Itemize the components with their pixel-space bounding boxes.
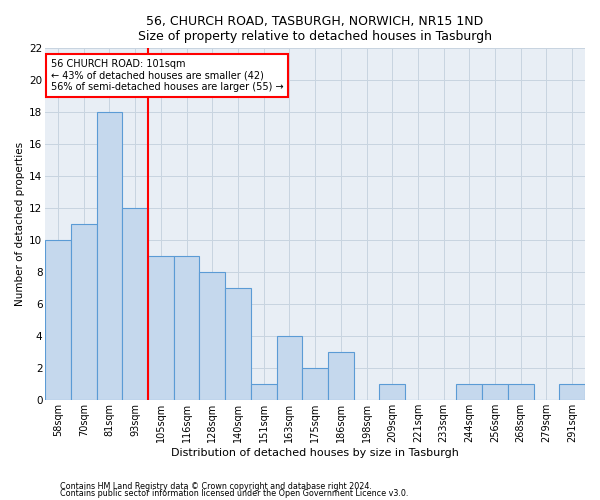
Bar: [277, 336, 302, 400]
Bar: [199, 272, 225, 400]
Bar: [482, 384, 508, 400]
Bar: [508, 384, 533, 400]
Bar: [97, 112, 122, 400]
Bar: [148, 256, 174, 400]
Title: 56, CHURCH ROAD, TASBURGH, NORWICH, NR15 1ND
Size of property relative to detach: 56, CHURCH ROAD, TASBURGH, NORWICH, NR15…: [138, 15, 492, 43]
Bar: [45, 240, 71, 400]
Bar: [251, 384, 277, 400]
Bar: [379, 384, 405, 400]
Bar: [225, 288, 251, 400]
Bar: [457, 384, 482, 400]
Bar: [174, 256, 199, 400]
Text: Contains HM Land Registry data © Crown copyright and database right 2024.: Contains HM Land Registry data © Crown c…: [60, 482, 372, 491]
Bar: [302, 368, 328, 400]
Bar: [559, 384, 585, 400]
X-axis label: Distribution of detached houses by size in Tasburgh: Distribution of detached houses by size …: [171, 448, 459, 458]
Bar: [328, 352, 353, 400]
Bar: [122, 208, 148, 400]
Text: Contains public sector information licensed under the Open Government Licence v3: Contains public sector information licen…: [60, 489, 409, 498]
Y-axis label: Number of detached properties: Number of detached properties: [15, 142, 25, 306]
Text: 56 CHURCH ROAD: 101sqm
← 43% of detached houses are smaller (42)
56% of semi-det: 56 CHURCH ROAD: 101sqm ← 43% of detached…: [50, 59, 283, 92]
Bar: [71, 224, 97, 400]
